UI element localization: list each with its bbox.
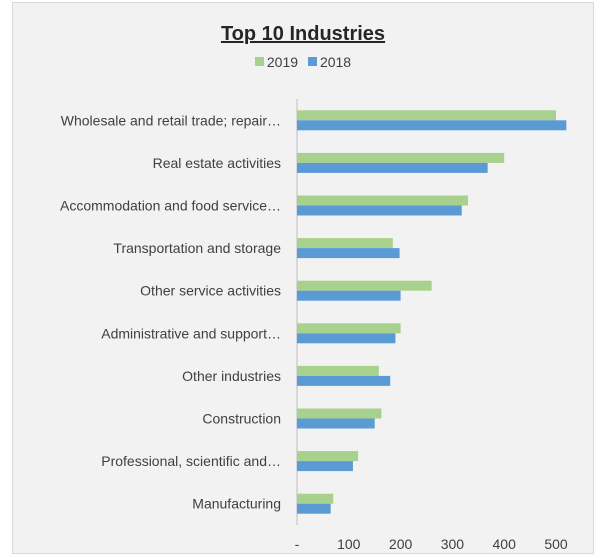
category-label: Wholesale and retail trade; repair… — [61, 112, 281, 128]
category-label: Professional, scientific and… — [101, 453, 281, 469]
legend-label-2019: 2019 — [266, 53, 299, 70]
bar-2019 — [297, 493, 334, 504]
x-tick-label: 200 — [389, 536, 413, 552]
bar-2018 — [297, 418, 375, 429]
bar-2019 — [297, 323, 401, 334]
bar-2018 — [297, 205, 462, 216]
bar-2018 — [297, 248, 400, 259]
legend-swatch-2019 — [254, 57, 264, 66]
category-label: Manufacturing — [192, 496, 281, 512]
bar-2019 — [297, 238, 393, 249]
x-tick-label: - — [295, 536, 300, 552]
bar-2018 — [297, 162, 488, 173]
category-label: Accommodation and food service… — [60, 198, 281, 214]
category-label: Transportation and storage — [113, 240, 281, 256]
bar-2018 — [297, 290, 401, 301]
x-tick-label: 300 — [441, 536, 465, 552]
bar-2019 — [297, 195, 468, 206]
category-label: Other industries — [182, 368, 281, 384]
category-label: Other service activities — [140, 283, 281, 299]
bar-2018 — [297, 503, 331, 514]
legend-item-2018: 2018 — [307, 53, 352, 70]
bar-2018 — [297, 120, 567, 131]
chart-plot: Wholesale and retail trade; repair… Real … — [60, 99, 568, 552]
legend-label-2018: 2018 — [319, 53, 352, 70]
bar-2019 — [297, 408, 382, 419]
bar-2018 — [297, 461, 353, 472]
bar-2019 — [297, 110, 556, 121]
chart-title: Top 10 Industries — [220, 23, 386, 45]
bar-2019 — [297, 365, 379, 376]
bar-2018 — [297, 333, 396, 344]
category-label: Real estate activities — [153, 155, 281, 171]
bar-2019 — [297, 280, 432, 291]
chart-frame: Top 10 Industries 2019 2018 Wholesale an… — [12, 2, 594, 554]
bar-2019 — [297, 451, 359, 462]
bar-2018 — [297, 375, 391, 386]
chart-legend: 2019 2018 — [13, 53, 593, 70]
bar-2019 — [297, 152, 505, 163]
category-label: Administrative and support… — [101, 325, 281, 341]
legend-item-2019: 2019 — [254, 53, 299, 70]
x-tick-label: 100 — [337, 536, 361, 552]
legend-swatch-2018 — [307, 57, 317, 66]
category-label: Construction — [202, 411, 281, 427]
x-tick-label: 400 — [493, 536, 517, 552]
x-tick-label: 500 — [544, 536, 568, 552]
